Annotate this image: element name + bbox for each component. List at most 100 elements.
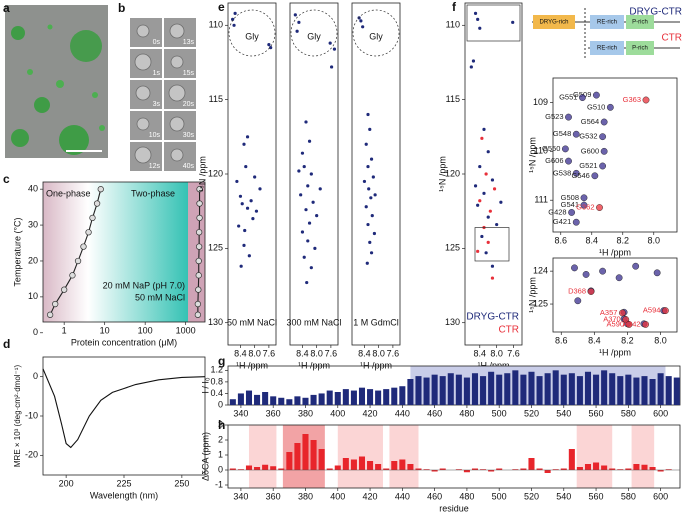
peak — [642, 96, 650, 104]
peak-label: G550 — [542, 144, 560, 153]
droplet — [168, 84, 186, 102]
panel-letter: c — [3, 172, 10, 186]
bar — [512, 370, 519, 405]
panel-letter: g — [218, 354, 225, 368]
bar — [318, 393, 325, 405]
plot-frame — [351, 2, 401, 346]
peak — [599, 133, 606, 141]
peak — [471, 59, 476, 63]
bar — [415, 376, 422, 405]
x-tick-label: 360 — [266, 491, 281, 501]
bar — [326, 468, 333, 470]
panel-letter: f — [452, 0, 457, 14]
x-axis-label: ¹H /ppm — [599, 247, 631, 257]
x-tick-label: 360 — [266, 408, 281, 418]
peak — [254, 209, 259, 213]
x-axis-label: Wavelength (nm) — [90, 490, 158, 500]
peak — [242, 142, 246, 146]
peak — [476, 203, 480, 207]
bar — [391, 461, 398, 470]
bar — [294, 396, 301, 405]
peak — [490, 178, 495, 182]
time-label: 3s — [153, 101, 161, 108]
x-tick-label: 460 — [427, 408, 442, 418]
y-tick-label: 120 — [445, 168, 460, 178]
bar — [601, 465, 608, 470]
y-tick-label: 125 — [208, 243, 223, 253]
peak — [242, 243, 246, 247]
x-tick-label: 8.0 — [310, 348, 323, 358]
peak — [582, 271, 590, 278]
bar — [334, 465, 341, 470]
peak — [484, 251, 488, 255]
two-phase-region — [88, 182, 188, 322]
peak — [580, 201, 588, 209]
highlight-region — [576, 425, 613, 488]
droplet — [136, 24, 150, 38]
bar — [480, 376, 487, 405]
bar — [520, 374, 527, 405]
y-tick-label: -20 — [25, 450, 38, 460]
peak — [478, 26, 482, 30]
bar — [383, 389, 390, 405]
peak — [571, 264, 578, 272]
peak — [478, 164, 482, 169]
x-tick-label: 100 — [138, 325, 153, 335]
point — [195, 286, 202, 293]
peak — [482, 127, 486, 131]
peak — [359, 19, 363, 23]
y-tick-label: 40 — [28, 184, 38, 194]
bar — [471, 373, 479, 405]
droplet — [170, 148, 184, 162]
x-tick-label: 8.4 — [234, 348, 247, 358]
x-tick-label: 600 — [653, 491, 668, 501]
peak — [373, 193, 377, 197]
peak — [307, 221, 312, 225]
peak-label: G532 — [579, 132, 597, 141]
x-axis-label: residue — [439, 503, 469, 513]
bar — [488, 371, 495, 405]
schematic: DRYG-rich RE-rich P-rich RE-rich P-rich … — [532, 7, 682, 58]
y-tick-label: 115 — [446, 94, 460, 104]
bar — [375, 464, 382, 470]
peak — [302, 164, 306, 169]
y-tick-label: 130 — [445, 317, 460, 327]
y-tick-label: 109 — [533, 97, 548, 107]
droplet — [135, 85, 151, 101]
time-label: 1s — [153, 70, 161, 77]
peak — [568, 209, 575, 216]
peak — [304, 120, 308, 124]
peak-label: G538 — [553, 168, 571, 177]
bar — [649, 379, 656, 405]
x-tick-label: 480 — [459, 408, 474, 418]
peak — [484, 172, 488, 176]
x-tick-label: 8.0 — [372, 348, 385, 358]
bar — [350, 459, 357, 470]
bar — [641, 376, 648, 405]
point — [196, 200, 203, 207]
point — [93, 200, 101, 207]
peak — [269, 46, 273, 50]
peak — [370, 214, 374, 218]
peak — [309, 172, 313, 176]
bar — [391, 387, 398, 405]
bar — [625, 468, 632, 470]
annotation: Gly — [307, 31, 321, 41]
peak — [488, 209, 492, 213]
y-tick-label: 2 — [218, 434, 223, 444]
bar — [423, 377, 430, 405]
peak-label: G564 — [581, 117, 599, 126]
x-tick-label: 580 — [621, 408, 636, 418]
peak — [300, 230, 305, 234]
plot-frame — [227, 2, 277, 346]
peak — [299, 193, 303, 197]
bar — [407, 379, 414, 405]
bar — [326, 390, 333, 405]
plot-frame — [42, 356, 206, 476]
annotation: One-phase — [46, 188, 91, 198]
bar — [512, 469, 519, 470]
annotation: 50 mM NaCl — [135, 292, 185, 302]
gly-region — [228, 9, 276, 57]
peak — [364, 142, 368, 146]
peak — [565, 113, 572, 121]
